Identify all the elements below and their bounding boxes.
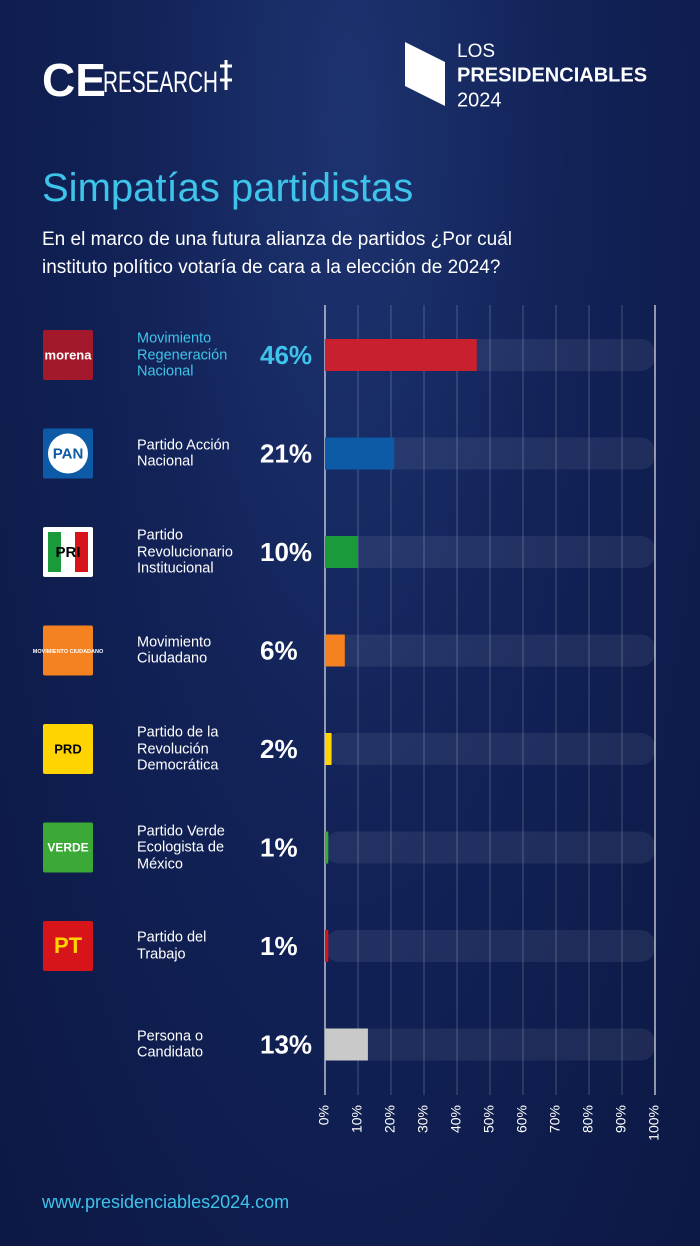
value-label: 1%	[260, 931, 298, 961]
party-logo-text: PRI	[55, 544, 80, 561]
bar-track	[325, 634, 655, 667]
x-tick-label: 30%	[415, 1105, 431, 1133]
bar-track	[325, 1028, 655, 1061]
bar	[325, 339, 477, 371]
bar-track	[325, 733, 655, 765]
party-logo-stripe	[48, 532, 61, 572]
category-label: Movimiento Regeneración Nacional	[137, 330, 228, 380]
party-logo-text: PT	[54, 933, 83, 958]
x-tick-label: 80%	[580, 1105, 596, 1133]
x-tick-label: 70%	[547, 1105, 563, 1133]
series-logo	[405, 42, 445, 106]
x-tick-label: 20%	[382, 1105, 398, 1133]
value-label: 21%	[260, 438, 312, 468]
party-logo	[43, 921, 93, 971]
category-label: Persona o Candidato	[137, 1028, 204, 1061]
party-logo	[43, 330, 93, 380]
value-label: 1%	[260, 832, 298, 862]
x-tick-label: 40%	[448, 1105, 464, 1133]
series-name: PRESIDENCIABLES	[457, 64, 647, 86]
value-label: 10%	[260, 537, 312, 567]
bar-track	[325, 930, 655, 962]
party-logo	[43, 822, 93, 873]
value-label: 13%	[260, 1029, 312, 1059]
party-logo-text: MOVIMIENTO CIUDADANO	[33, 649, 104, 655]
bar	[325, 733, 332, 765]
category-label: Partido Revolucionario Institucional	[137, 527, 233, 577]
value-label: 2%	[260, 734, 298, 764]
party-logo-circle	[48, 433, 88, 474]
x-tick-label: 50%	[481, 1105, 497, 1133]
series-top: LOS	[457, 41, 495, 62]
party-logo-text: PAN	[53, 445, 84, 462]
x-tick-label: 90%	[613, 1105, 629, 1133]
brand-rest: RESEARCH	[103, 66, 218, 99]
bar	[325, 634, 345, 667]
bar	[325, 831, 329, 864]
category-label: Partido Verde Ecologista de México	[137, 822, 225, 872]
x-tick-label: 0%	[316, 1105, 332, 1125]
value-label: 46%	[260, 340, 312, 370]
brand: CE	[42, 54, 106, 106]
party-logo-text: VERDE	[47, 841, 88, 855]
party-logo-stripe	[75, 532, 88, 572]
chart-title: Simpatías partidistas	[42, 166, 414, 210]
category-label: Movimiento Ciudadano	[137, 634, 212, 667]
party-logo	[43, 724, 93, 774]
category-label: Partido de la Revolución Democrática	[137, 724, 219, 774]
chart-subtitle: En el marco de una futura alianza de par…	[42, 229, 512, 278]
party-logo-text: PRD	[54, 741, 81, 756]
bar-track	[325, 536, 655, 568]
bar	[325, 536, 358, 568]
bar-track	[325, 437, 655, 470]
x-tick-label: 60%	[514, 1105, 530, 1133]
x-tick-label: 100%	[646, 1105, 662, 1141]
brand-icon	[220, 60, 232, 90]
party-logo	[43, 625, 93, 676]
bar	[325, 930, 329, 962]
bar	[325, 1028, 368, 1061]
bar	[325, 437, 395, 470]
category-label: Partido del Trabajo	[137, 929, 207, 963]
footer-url: www.presidenciables2024.com	[42, 1192, 290, 1212]
category-label: Partido Acción Nacional	[137, 437, 230, 470]
party-logo-text: morena	[45, 347, 93, 362]
series-year: 2024	[457, 89, 502, 111]
bar-track	[325, 831, 655, 864]
value-label: 6%	[260, 635, 298, 665]
x-tick-label: 10%	[349, 1105, 365, 1133]
